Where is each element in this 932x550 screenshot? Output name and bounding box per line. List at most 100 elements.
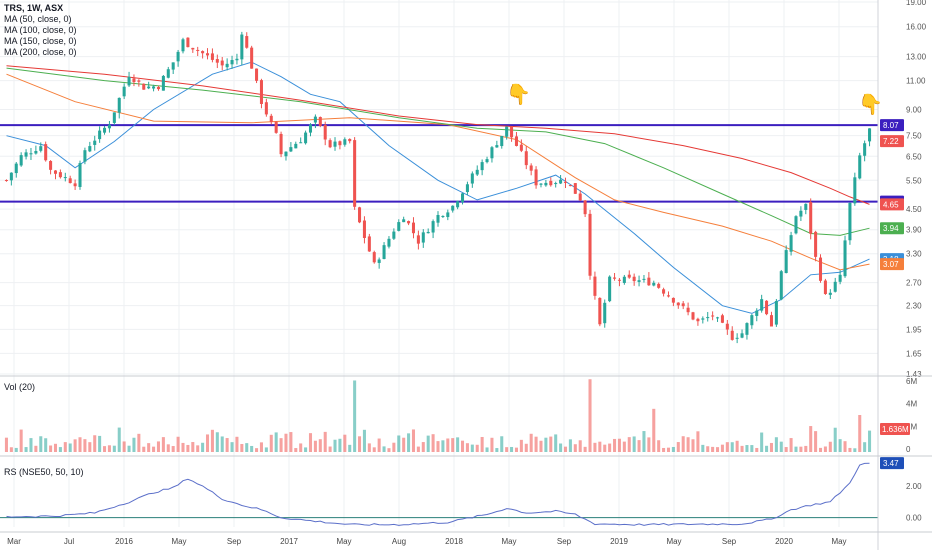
- candle-body: [24, 152, 28, 157]
- volume-bar: [58, 447, 62, 452]
- candle-body: [68, 178, 72, 184]
- time-tick-label: 2020: [775, 537, 793, 546]
- volume-bar: [397, 435, 401, 452]
- volume-bar: [593, 442, 597, 452]
- volume-bar: [161, 437, 165, 452]
- time-tick-label: Sep: [557, 537, 572, 546]
- volume-bar: [142, 446, 146, 452]
- candle-body: [480, 162, 484, 171]
- moving-averages: [6, 61, 870, 314]
- candle-body: [691, 312, 695, 320]
- volume-bar: [210, 429, 214, 452]
- volume-bar: [637, 440, 641, 452]
- volume-bar: [765, 445, 769, 452]
- volume-bar: [789, 438, 793, 452]
- volume-bar: [514, 447, 518, 452]
- candle-body: [328, 140, 332, 148]
- candle-body: [809, 202, 813, 234]
- volume-bar: [838, 439, 842, 452]
- volume-bar: [735, 440, 739, 452]
- volume-bar: [328, 446, 332, 452]
- ma50-legend[interactable]: MA (50, close, 0): [4, 14, 72, 24]
- price-label-box: [880, 135, 904, 148]
- volume-bar: [617, 438, 621, 452]
- rs-panel-title[interactable]: RS (NSE50, 50, 10): [4, 467, 84, 477]
- volume-bar: [853, 448, 857, 452]
- candle-body: [676, 302, 680, 306]
- volume-bar: [814, 431, 818, 452]
- candle-body: [573, 183, 577, 194]
- price-tick-label: 6.50: [906, 152, 922, 161]
- candle-body: [166, 69, 170, 78]
- volume-bar: [152, 446, 156, 452]
- volume-bar: [779, 441, 783, 452]
- candle-body: [745, 323, 749, 335]
- candle-body: [58, 172, 62, 178]
- volume-bar: [823, 446, 827, 452]
- volume-bar: [647, 437, 651, 452]
- volume-bar: [696, 431, 700, 452]
- candle-body: [534, 169, 538, 186]
- candle-body: [563, 181, 568, 183]
- price-label-text: 3.07: [883, 260, 899, 269]
- horizontal-levels[interactable]: [0, 124, 878, 203]
- volume-bar: [264, 447, 268, 452]
- volume-bar: [367, 443, 371, 452]
- candle-body: [387, 238, 391, 247]
- time-tick-label: 2018: [445, 537, 463, 546]
- candle-body: [411, 222, 416, 234]
- price-tick-label: 4.50: [906, 205, 922, 214]
- candle-body: [304, 132, 308, 144]
- candle-body: [863, 143, 867, 156]
- volume-bar: [117, 427, 121, 452]
- volume-bar: [750, 445, 754, 452]
- volume-bar: [588, 379, 592, 452]
- candle-body: [63, 177, 67, 179]
- candle-body: [446, 212, 450, 218]
- volume-bar: [583, 446, 587, 452]
- volume-bar: [103, 446, 107, 452]
- price-label-box: [880, 222, 904, 235]
- candle-body: [652, 282, 656, 286]
- candle-body: [421, 232, 425, 243]
- candle-body: [647, 277, 651, 286]
- candle-body: [505, 126, 509, 137]
- candle-body: [107, 124, 111, 129]
- volume-panel-title[interactable]: Vol (20): [4, 382, 36, 392]
- rs-tick-label: 0.00: [906, 514, 922, 523]
- candle-body: [353, 140, 357, 207]
- ma150-legend[interactable]: MA (150, close, 0): [4, 36, 77, 46]
- candle-body: [524, 151, 528, 166]
- time-tick-label: May: [666, 537, 681, 546]
- candle-body: [711, 315, 715, 317]
- volume-bar: [274, 432, 278, 452]
- candle-body: [367, 236, 371, 252]
- volume-bar: [720, 444, 724, 452]
- ma200-legend[interactable]: MA (200, close, 0): [4, 47, 77, 57]
- volume-bar: [53, 443, 58, 452]
- symbol-line[interactable]: TRS, 1W, ASX: [4, 3, 64, 13]
- candle-body: [255, 68, 259, 81]
- candle-body: [554, 183, 558, 185]
- volume-tick-label: 4M: [906, 400, 917, 409]
- volume-bar: [98, 435, 102, 452]
- ma-line-4: [6, 65, 870, 205]
- candle-body: [593, 276, 597, 296]
- ma100-legend[interactable]: MA (100, close, 0): [4, 25, 77, 35]
- volume-bar: [279, 438, 283, 452]
- volume-bar: [73, 439, 77, 452]
- volume-bar: [755, 447, 759, 452]
- candle-body: [755, 310, 759, 316]
- candle-body: [765, 300, 769, 315]
- candle-body: [730, 330, 734, 340]
- candle-body: [382, 245, 386, 260]
- candle-body: [372, 252, 376, 263]
- candle-body: [147, 86, 151, 89]
- candle-body: [181, 39, 185, 52]
- volume-bar: [4, 437, 8, 452]
- candle-body: [34, 151, 38, 154]
- pointing-down-hand-icon: 👇: [506, 82, 531, 106]
- volume-bar: [465, 443, 469, 452]
- candle-body: [426, 231, 430, 234]
